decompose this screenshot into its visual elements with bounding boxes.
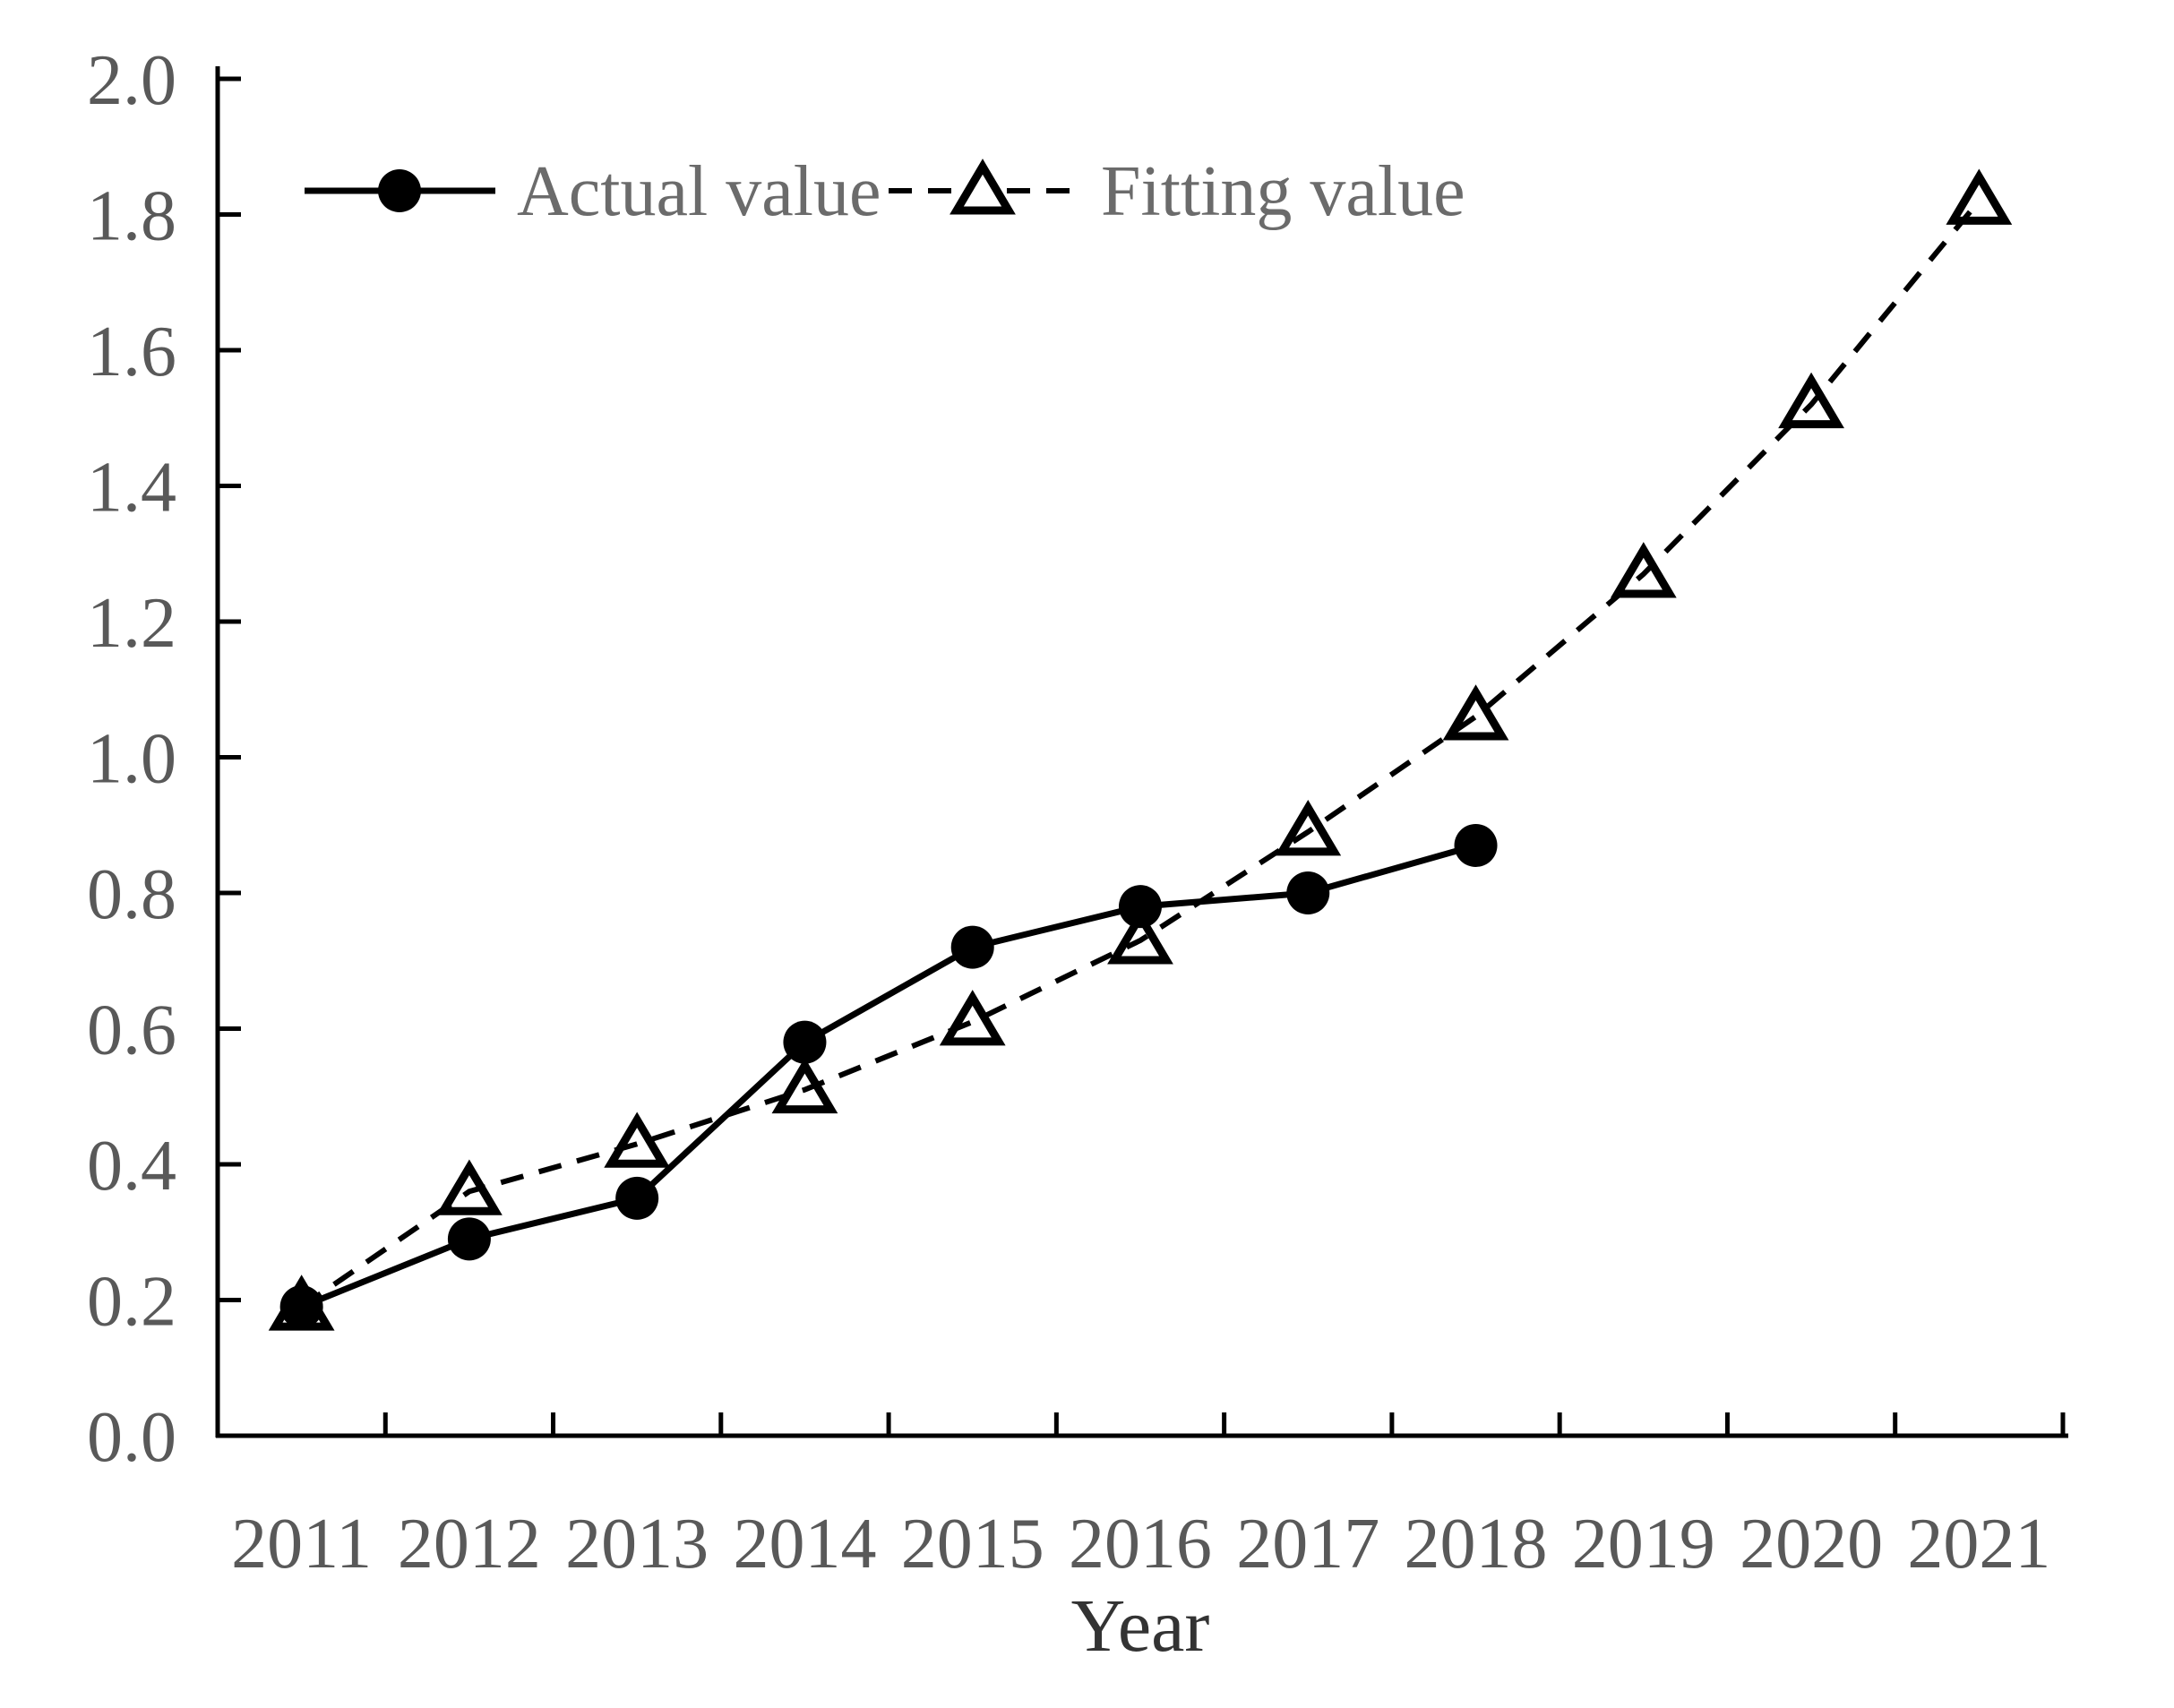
legend-label-actual: Actual value [517,152,881,231]
x-tick-label: 2019 [1572,1505,1715,1584]
data-point-marker-actual [447,1217,491,1261]
x-tick-label: 2020 [1740,1505,1883,1584]
data-point-marker-fitting [1107,908,1173,965]
plot-area: 0.0 0.2 0.4 0.6 0.8 1.0 1.2 1.4 1.6 1.8 2.0 2011 201… [87,41,2068,1584]
x-tick-label: 2018 [1405,1505,1548,1584]
data-point-marker-actual [615,1176,659,1220]
y-tick-label: 1.4 [87,449,176,528]
legend: Actual value Fitting value [305,152,1465,231]
data-point-marker-fitting [1275,799,1342,856]
y-tick-label: 1.2 [87,584,176,663]
data-point-marker-fitting [1610,542,1677,598]
x-tick-label: 2015 [901,1505,1044,1584]
data-point-marker-fitting [604,1111,671,1168]
data-point-marker-fitting [771,1057,838,1114]
y-tick-label: 0.8 [87,855,176,934]
y-tick-label: 1.8 [87,177,176,256]
data-point-marker-fitting [1778,372,1844,429]
series-line-fitting [299,199,1981,1309]
legend-open-triangle-marker-icon [950,159,1016,215]
x-tick-label: 2016 [1069,1505,1212,1584]
y-tick-label: 1.6 [87,313,176,391]
data-point-marker-actual [1454,823,1498,867]
x-tick-label: 2011 [231,1505,372,1584]
x-tick-label: 2017 [1236,1505,1379,1584]
data-point-marker-actual [1118,885,1162,929]
x-tick-label: 2014 [733,1505,876,1584]
data-point-marker-actual [783,1020,827,1064]
y-tick-label: 1.0 [87,720,176,799]
data-point-marker-actual [950,925,994,969]
y-tick-label: 0.4 [87,1127,176,1206]
data-point-marker-fitting [1946,168,2013,225]
y-tick-label: 0.6 [87,991,176,1070]
y-tick-label: 0.0 [87,1398,176,1477]
series-line-actual [300,842,1477,1310]
x-axis-title: Year [1071,1584,1210,1668]
legend-filled-circle-marker-icon [378,169,421,212]
y-tick-label: 2.0 [87,41,176,120]
x-tick-label: 2013 [565,1505,709,1584]
legend-label-fitting: Fitting value [1101,152,1465,231]
data-point-marker-fitting [939,990,1006,1046]
data-point-marker-fitting [268,1275,335,1331]
y-tick-label: 0.2 [87,1263,176,1342]
x-tick-label: 2012 [398,1505,541,1584]
x-tick-label: 2021 [1907,1505,2050,1584]
data-point-marker-fitting [1442,684,1509,741]
data-point-marker-fitting [436,1159,503,1215]
data-point-marker-actual [1286,871,1330,914]
